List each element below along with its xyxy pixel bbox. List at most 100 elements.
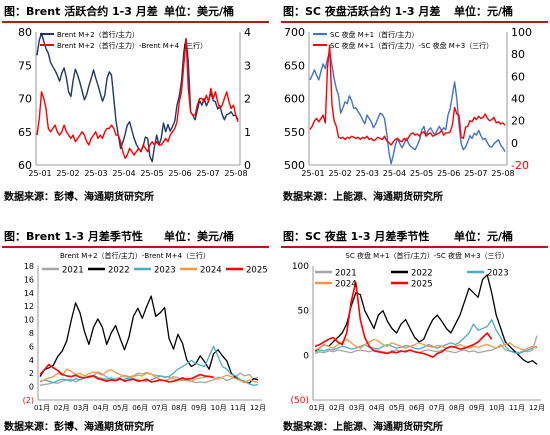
panel4-source: 数据来源：上能源、海通期货研究所	[283, 422, 443, 433]
legend-label-2021: 2021	[335, 269, 357, 279]
x-tick-label: 25-07	[196, 169, 219, 178]
panel4-title: 图：SC 夜盘 1-3 月差季节性	[283, 230, 430, 243]
y-tick-label: 0	[303, 351, 309, 361]
legend-label-2023: 2023	[154, 266, 176, 276]
panel3-title-rule	[2, 246, 269, 248]
series-line-2021	[314, 335, 538, 355]
right-tick-label: 40	[511, 93, 525, 106]
right-tick-label: 4	[244, 26, 251, 39]
legend-label-2022: 2022	[108, 266, 130, 276]
panel2-unit: 单位：元/桶	[454, 5, 514, 18]
y-tick-label: 100	[292, 262, 309, 272]
panel3-source: 数据来源：彭博、海通期货研究所	[4, 422, 154, 433]
panel1-source: 数据来源：彭博、海通期货研究所	[4, 192, 154, 203]
left-tick-label: 500	[284, 159, 305, 172]
right-tick-label: 80	[511, 48, 525, 61]
x-tick-label: 08月	[171, 404, 187, 412]
series-line-2024	[314, 338, 538, 351]
y-tick-label: 12	[24, 302, 34, 311]
legend-label-1: Brent M+2（首行/主力）	[57, 30, 139, 39]
series-line-2	[309, 44, 506, 146]
panel2-title-rule	[281, 21, 548, 23]
right-tick-label: 20	[511, 115, 525, 128]
panel4-chart: (50) 0 50 100 01月 02月 03月 04月 05月 06月 07月 08月 09月 10月…	[291, 251, 545, 412]
x-tick-label: 25-08	[491, 169, 514, 178]
x-tick-label: 07月	[429, 404, 445, 412]
right-tick-label: 2	[244, 93, 251, 106]
x-tick-label: 04月	[369, 404, 385, 412]
left-tick-label: 550	[284, 126, 305, 139]
x-tick-label: 25-06	[168, 169, 191, 178]
x-tick-label: 25-04	[112, 169, 135, 178]
x-tick-label: 07月	[152, 404, 168, 412]
x-tick-label: 12月	[250, 404, 266, 412]
left-tick-label: 600	[284, 93, 305, 106]
x-tick-label: 04月	[93, 404, 109, 412]
left-tick-label: 650	[284, 59, 305, 72]
y-tick-label: 6	[29, 342, 34, 351]
x-tick-label: 25-05	[410, 169, 433, 178]
x-tick-label: 01月	[309, 404, 325, 412]
panel4-unit: 单位：元/桶	[454, 230, 514, 243]
x-tick-label: 25-02	[56, 169, 79, 178]
x-tick-label: 12月	[529, 404, 545, 412]
series-line-2022	[314, 274, 538, 365]
x-tick-label: 10月	[489, 404, 505, 412]
right-tick-label: 0	[511, 137, 518, 150]
x-tick-label: 01月	[34, 404, 50, 412]
x-tick-label: 08月	[449, 404, 465, 412]
x-tick-label: 25-02	[329, 169, 352, 178]
legend-label-2025: 2025	[246, 266, 268, 276]
y-tick-label: 2	[29, 369, 34, 378]
series-line-2025	[314, 281, 493, 358]
legend-label-1: SC 夜盘 M+1（首行/主力）	[330, 30, 419, 39]
series-line-2025	[39, 363, 214, 383]
legend-title: Brent M+2（首行/主力）-Brent M+4（三行）	[60, 251, 210, 260]
panel4-title-rule	[281, 246, 548, 248]
legend-title: SC 夜盘 M+1（首行/主力）-SC 夜盘 M+3（三行）	[345, 251, 508, 260]
series-line-2024	[39, 368, 259, 384]
x-tick-label: 02月	[54, 404, 70, 412]
x-tick-label: 05月	[113, 404, 129, 412]
series-line-2	[36, 37, 239, 160]
x-tick-label: 25-01	[301, 169, 324, 178]
x-tick-label: 06月	[409, 404, 425, 412]
left-tick-label: 80	[18, 26, 32, 39]
y-tick-label: 18	[24, 262, 34, 271]
x-tick-label: 11月	[509, 404, 525, 412]
series-line-2022	[39, 295, 259, 384]
panel2-title: 图：SC 夜盘活跃合约 1-3 月差	[283, 5, 441, 18]
right-tick-label: 0	[244, 159, 251, 172]
x-tick-label: 02月	[329, 404, 345, 412]
y-tick-label: (2)	[23, 396, 34, 405]
panel2-chart: 500 550 600 650 700 -20 0 20 40 60 80 100 25-01 25-02…	[284, 26, 532, 178]
y-tick-label: 16	[24, 275, 34, 284]
x-tick-label: 25-04	[383, 169, 406, 178]
x-tick-label: 25-07	[464, 169, 487, 178]
x-tick-label: 10月	[211, 404, 227, 412]
x-tick-label: 05月	[389, 404, 405, 412]
panel1-chart: 60 65 70 75 80 0 1 2 3 4 25-01 25-02 25-03 25-04 25-05…	[18, 26, 251, 178]
y-tick-label: 10	[24, 316, 34, 325]
legend-label-2023: 2023	[487, 269, 509, 279]
panel1-title-rule	[2, 21, 269, 23]
panel1-unit: 单位：美元/桶	[164, 5, 235, 18]
x-tick-label: 25-06	[437, 169, 460, 178]
right-tick-label: 100	[511, 26, 532, 39]
left-tick-label: 65	[18, 126, 32, 139]
legend-label-2: Brent M+2（首行/主力）-Brent M+4（三行）	[57, 41, 207, 50]
x-tick-label: 25-05	[140, 169, 163, 178]
x-tick-label: 25-03	[356, 169, 379, 178]
legend-label-2024: 2024	[335, 280, 357, 290]
left-tick-label: 700	[284, 26, 305, 39]
y-tick-label: 14	[24, 289, 34, 298]
x-tick-label: 03月	[349, 404, 365, 412]
x-tick-label: 09月	[191, 404, 207, 412]
x-tick-label: 11月	[230, 404, 246, 412]
panel1-title: 图：Brent 活跃合约 1-3 月差	[4, 5, 158, 18]
panel3-title: 图：Brent 1-3 月差季节性	[4, 230, 143, 243]
left-tick-label: 60	[18, 159, 32, 172]
y-tick-label: 4	[29, 356, 34, 365]
right-tick-label: 60	[511, 70, 525, 83]
